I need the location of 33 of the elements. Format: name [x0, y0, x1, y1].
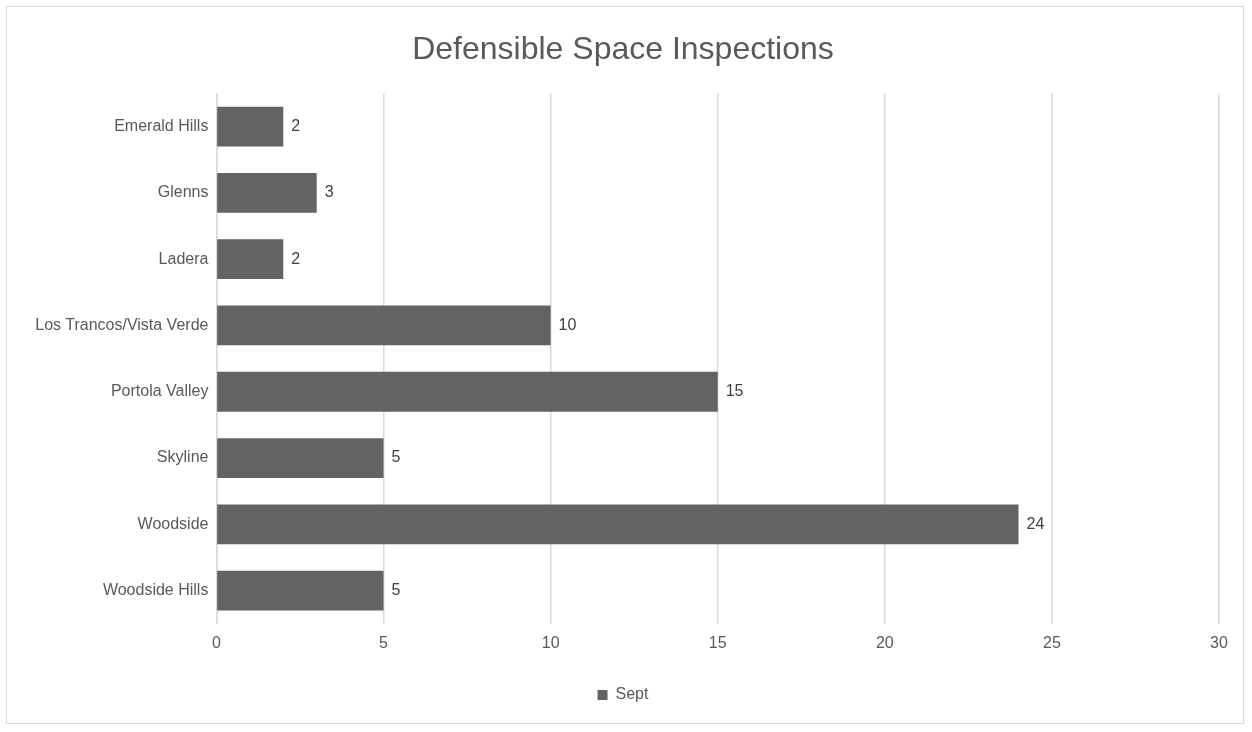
x-tick-label: 30	[1210, 633, 1228, 651]
y-tick-label: Woodside Hills	[102, 581, 209, 599]
bar	[217, 106, 284, 147]
x-tick-label: 0	[211, 633, 221, 651]
x-tick-label: 25	[1043, 633, 1061, 651]
bar	[217, 239, 284, 280]
y-tick-label: Glenns	[157, 183, 209, 201]
y-tick-label: Emerald Hills	[114, 116, 209, 134]
x-tick-label: 5	[379, 633, 389, 651]
data-label: 15	[725, 382, 744, 400]
bar	[217, 504, 1019, 545]
x-tick-label: 20	[875, 633, 894, 651]
y-tick-label: Ladera	[158, 249, 209, 267]
x-tick-label: 10	[541, 633, 560, 651]
y-tick-label: Los Trancos/Vista Verde	[35, 315, 209, 333]
data-label: 5	[391, 448, 401, 466]
bar	[217, 371, 718, 412]
data-label: 5	[391, 581, 401, 599]
data-label: 3	[324, 183, 334, 201]
chart-title: Defensible Space Inspections	[412, 30, 834, 67]
y-tick-label: Woodside	[137, 514, 209, 532]
x-tick-label: 15	[708, 633, 727, 651]
bar	[217, 570, 384, 611]
data-label: 2	[291, 249, 301, 267]
data-label: 10	[558, 315, 577, 333]
data-label: 2	[291, 116, 301, 134]
bar	[217, 438, 384, 478]
y-tick-label: Portola Valley	[110, 382, 209, 400]
data-label: 24	[1026, 514, 1045, 532]
bar	[217, 305, 551, 346]
legend-label: Sept	[615, 685, 650, 703]
bar	[217, 172, 317, 213]
y-tick-label: Skyline	[156, 448, 209, 466]
